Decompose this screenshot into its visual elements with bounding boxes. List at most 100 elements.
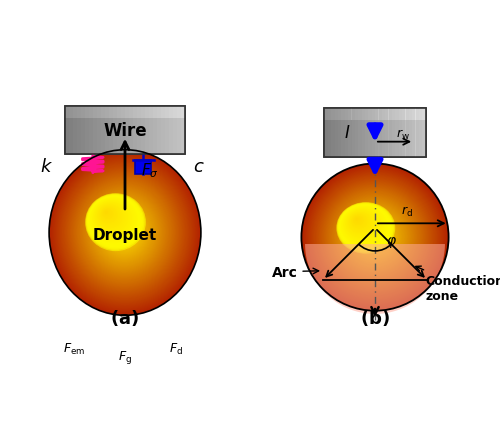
Bar (133, 107, 137, 119)
Ellipse shape (344, 209, 380, 240)
Ellipse shape (367, 230, 380, 243)
Text: $F_{\rm d}$: $F_{\rm d}$ (168, 341, 182, 356)
Ellipse shape (342, 205, 406, 269)
Ellipse shape (64, 166, 186, 299)
Ellipse shape (56, 159, 193, 307)
Ellipse shape (350, 213, 398, 260)
Ellipse shape (61, 163, 188, 302)
Ellipse shape (58, 159, 192, 306)
Ellipse shape (69, 172, 180, 293)
Ellipse shape (328, 191, 421, 283)
Bar (324, 109, 328, 121)
Ellipse shape (94, 199, 154, 265)
Bar (169, 107, 173, 119)
Ellipse shape (366, 229, 381, 244)
Ellipse shape (114, 221, 134, 242)
Bar (65, 107, 70, 155)
Ellipse shape (332, 194, 417, 279)
Ellipse shape (315, 178, 434, 297)
Bar (402, 109, 406, 121)
Ellipse shape (305, 168, 445, 307)
Bar (422, 109, 426, 157)
Ellipse shape (72, 176, 177, 290)
Bar (89, 107, 94, 119)
Bar (328, 109, 332, 121)
Ellipse shape (304, 166, 446, 309)
Ellipse shape (90, 199, 135, 241)
Bar (137, 107, 141, 155)
Ellipse shape (92, 198, 156, 267)
Bar (165, 107, 169, 119)
Ellipse shape (79, 183, 170, 282)
Ellipse shape (362, 225, 386, 248)
Ellipse shape (340, 205, 389, 248)
Ellipse shape (348, 212, 372, 233)
Bar (125, 107, 129, 119)
Text: $r_{\rm w}$: $r_{\rm w}$ (396, 127, 409, 141)
Bar (419, 109, 422, 121)
Text: $\varphi$: $\varphi$ (386, 235, 396, 250)
Ellipse shape (362, 224, 386, 249)
Bar (109, 107, 114, 155)
Ellipse shape (82, 186, 167, 279)
Ellipse shape (110, 216, 138, 247)
Ellipse shape (55, 157, 194, 309)
Ellipse shape (101, 208, 116, 222)
Ellipse shape (76, 180, 172, 284)
Bar (121, 107, 125, 119)
Ellipse shape (62, 165, 187, 300)
Ellipse shape (326, 189, 423, 286)
Bar (161, 107, 165, 155)
Ellipse shape (76, 180, 173, 285)
Ellipse shape (122, 230, 125, 233)
Bar (97, 107, 102, 119)
Bar (113, 107, 117, 155)
Ellipse shape (80, 184, 169, 281)
Bar (113, 107, 117, 119)
Ellipse shape (106, 212, 142, 251)
Ellipse shape (372, 235, 375, 237)
Ellipse shape (351, 214, 397, 259)
Ellipse shape (88, 192, 160, 272)
Ellipse shape (308, 171, 442, 304)
Bar (109, 107, 114, 119)
Bar (81, 107, 86, 119)
Bar (141, 107, 145, 155)
Ellipse shape (87, 192, 162, 272)
Ellipse shape (104, 209, 144, 254)
Bar (365, 109, 368, 121)
Bar (129, 107, 133, 155)
Ellipse shape (312, 174, 438, 300)
Ellipse shape (104, 211, 110, 216)
Ellipse shape (321, 184, 428, 291)
Ellipse shape (62, 164, 188, 301)
Bar (136, 161, 152, 174)
Bar (358, 109, 362, 121)
Ellipse shape (337, 203, 394, 253)
Ellipse shape (119, 226, 128, 237)
Bar (69, 107, 73, 119)
Ellipse shape (331, 194, 418, 280)
Bar (177, 107, 181, 119)
Ellipse shape (58, 160, 192, 305)
Bar (177, 107, 181, 155)
Ellipse shape (342, 207, 385, 245)
Ellipse shape (54, 155, 197, 311)
Bar (392, 109, 396, 121)
Bar (73, 107, 78, 155)
Bar (406, 109, 409, 157)
Ellipse shape (345, 210, 378, 239)
Ellipse shape (111, 218, 136, 246)
Ellipse shape (82, 187, 166, 278)
Ellipse shape (372, 234, 376, 238)
Ellipse shape (304, 167, 446, 308)
Ellipse shape (73, 176, 176, 289)
Ellipse shape (52, 154, 198, 312)
Ellipse shape (344, 209, 381, 241)
Ellipse shape (116, 223, 131, 240)
Text: Droplet: Droplet (93, 228, 157, 243)
Ellipse shape (98, 204, 150, 260)
Ellipse shape (348, 211, 400, 262)
Ellipse shape (349, 212, 399, 261)
Ellipse shape (68, 171, 182, 294)
